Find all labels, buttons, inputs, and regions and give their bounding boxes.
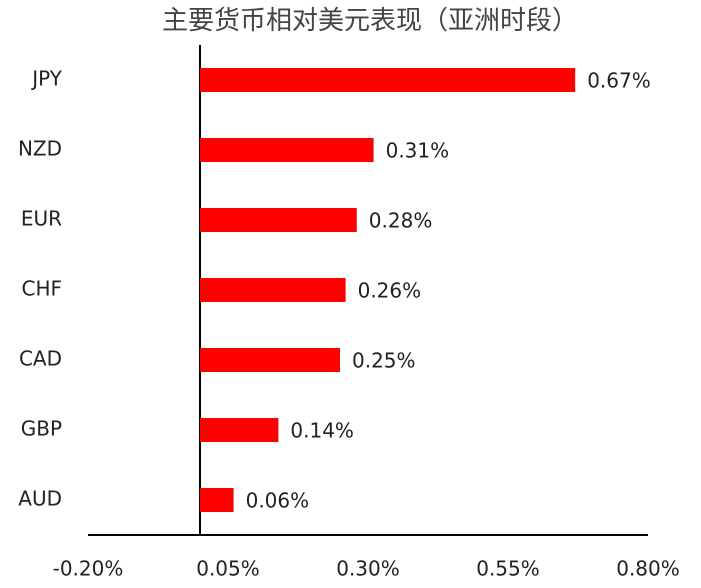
y-tick-label: CHF <box>21 277 62 301</box>
x-tick-label: 0.05% <box>196 557 260 581</box>
x-tick-label: -0.20% <box>53 557 124 581</box>
y-tick-label: EUR <box>21 207 62 231</box>
bar <box>200 138 374 162</box>
data-label: 0.14% <box>290 419 354 443</box>
y-tick-label: GBP <box>21 417 62 441</box>
data-label: 0.25% <box>352 349 416 373</box>
y-tick-label: JPY <box>30 67 63 91</box>
y-tick-label: CAD <box>19 347 62 371</box>
bar <box>200 68 576 92</box>
x-tick-label: 0.55% <box>476 557 540 581</box>
x-tick-label: 0.30% <box>336 557 400 581</box>
x-tick-label: 0.80% <box>616 557 680 581</box>
y-tick-label: AUD <box>18 487 62 511</box>
data-label: 0.67% <box>587 69 651 93</box>
bar <box>200 488 234 512</box>
chart-title: 主要货币相对美元表现（亚洲时段） <box>162 6 578 36</box>
data-label: 0.26% <box>358 279 422 303</box>
bar <box>200 418 279 442</box>
bar <box>200 208 357 232</box>
data-label: 0.31% <box>386 139 450 163</box>
bar <box>200 278 346 302</box>
data-label: 0.28% <box>369 209 433 233</box>
y-tick-label: NZD <box>18 137 62 161</box>
bar <box>200 348 340 372</box>
data-label: 0.06% <box>246 489 310 513</box>
